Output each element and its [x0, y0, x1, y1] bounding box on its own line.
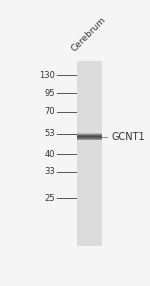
Bar: [77, 135, 102, 136]
Bar: [77, 137, 102, 138]
Bar: [77, 134, 102, 135]
Text: Cerebrum: Cerebrum: [69, 15, 108, 53]
Bar: [77, 132, 102, 133]
Text: 70: 70: [44, 107, 55, 116]
Bar: [77, 133, 102, 134]
Text: 33: 33: [44, 168, 55, 176]
Bar: [77, 138, 102, 139]
Bar: [77, 140, 102, 141]
Text: 130: 130: [39, 71, 55, 80]
Bar: [77, 61, 102, 246]
Text: 53: 53: [44, 129, 55, 138]
Text: 25: 25: [44, 194, 55, 203]
Text: 95: 95: [44, 89, 55, 98]
Text: GCNT1: GCNT1: [112, 132, 145, 142]
Bar: [77, 136, 102, 137]
Bar: [77, 139, 102, 140]
Text: 40: 40: [44, 150, 55, 159]
